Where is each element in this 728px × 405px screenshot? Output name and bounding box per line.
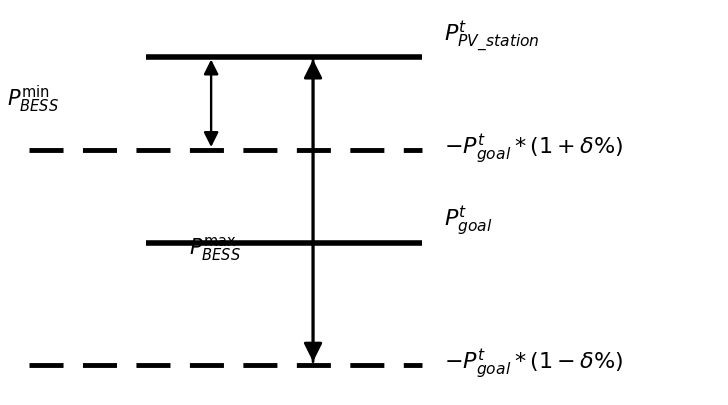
Text: $-P^{t}_{goal}*(1+\delta\%)$: $-P^{t}_{goal}*(1+\delta\%)$ bbox=[444, 133, 623, 167]
Text: $P^{t}_{PV\_station}$: $P^{t}_{PV\_station}$ bbox=[444, 19, 540, 55]
Text: $P^{\mathrm{min}}_{BESS}$: $P^{\mathrm{min}}_{BESS}$ bbox=[7, 83, 59, 115]
Text: $-P^{t}_{goal}*(1-\delta\%)$: $-P^{t}_{goal}*(1-\delta\%)$ bbox=[444, 347, 623, 382]
Text: $P^{t}_{goal}$: $P^{t}_{goal}$ bbox=[444, 205, 493, 239]
Text: $P^{\mathrm{max}}_{BESS}$: $P^{\mathrm{max}}_{BESS}$ bbox=[189, 235, 241, 263]
